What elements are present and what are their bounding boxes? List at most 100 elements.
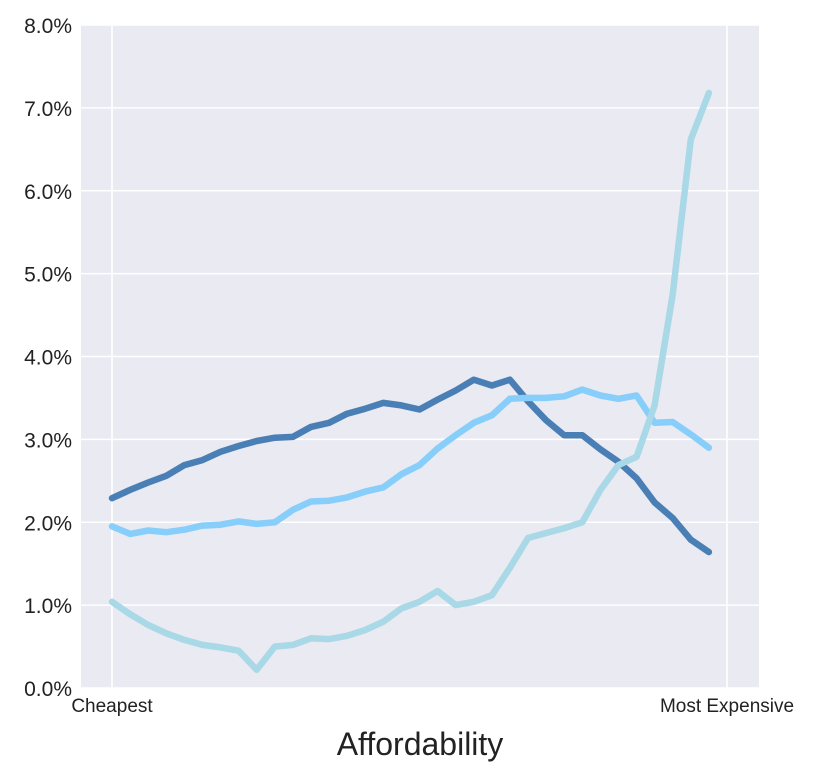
data-point [274, 522, 275, 523]
data-point [274, 646, 275, 647]
data-point [401, 405, 402, 406]
data-point [437, 399, 438, 400]
data-point [130, 533, 131, 534]
x-axis-ticks: Cheapest Most Expensive [71, 696, 794, 717]
data-point [654, 405, 655, 406]
data-point [401, 474, 402, 475]
data-point [564, 528, 565, 529]
data-point [347, 497, 348, 498]
data-point [690, 434, 691, 435]
x-tick-label: Most Expensive [660, 696, 794, 717]
data-point [600, 395, 601, 396]
data-point [491, 415, 492, 416]
data-point [383, 621, 384, 622]
data-point [672, 518, 673, 519]
data-point [437, 591, 438, 592]
y-tick-label: 6.0% [24, 181, 72, 204]
data-point [708, 447, 709, 448]
data-point [564, 396, 565, 397]
data-point [582, 522, 583, 523]
series-layer [108, 89, 713, 674]
data-point [600, 449, 601, 450]
data-point [347, 635, 348, 636]
data-point [654, 422, 655, 423]
data-point [329, 500, 330, 501]
data-point [528, 397, 529, 398]
data-point [455, 605, 456, 606]
data-point [618, 465, 619, 466]
data-point [491, 595, 492, 596]
data-point [148, 530, 149, 531]
data-point [365, 629, 366, 630]
data-point [202, 644, 203, 645]
data-point [672, 421, 673, 422]
data-point [437, 448, 438, 449]
data-point [546, 533, 547, 534]
series-line-2 [108, 386, 713, 538]
data-point [546, 397, 547, 398]
data-point [310, 638, 311, 639]
data-point [329, 639, 330, 640]
data-point [708, 92, 709, 93]
y-tick-label: 5.0% [24, 264, 72, 287]
y-tick-label: 2.0% [24, 512, 72, 535]
data-point [509, 567, 510, 568]
data-point [636, 478, 637, 479]
data-point [419, 465, 420, 466]
y-tick-label: 7.0% [24, 98, 72, 121]
data-point [220, 524, 221, 525]
data-point [130, 614, 131, 615]
data-point [690, 539, 691, 540]
y-tick-label: 4.0% [24, 347, 72, 370]
series-line-1 [108, 376, 713, 556]
data-point [473, 379, 474, 380]
data-point [383, 402, 384, 403]
data-point [238, 521, 239, 522]
data-point [636, 395, 637, 396]
data-point [419, 409, 420, 410]
data-point [509, 379, 510, 380]
data-point [166, 532, 167, 533]
data-point [419, 601, 420, 602]
data-point [473, 422, 474, 423]
data-point [184, 465, 185, 466]
data-point [292, 509, 293, 510]
data-point [618, 398, 619, 399]
data-point [528, 537, 529, 538]
data-point [672, 294, 673, 295]
data-point [112, 601, 113, 602]
data-point [166, 475, 167, 476]
data-point [600, 489, 601, 490]
data-point [148, 625, 149, 626]
data-point [310, 501, 311, 502]
data-point [202, 460, 203, 461]
data-point [148, 482, 149, 483]
data-point [329, 422, 330, 423]
data-point [256, 523, 257, 524]
y-tick-label: 3.0% [24, 429, 72, 452]
data-point [130, 489, 131, 490]
y-axis-ticks: 0.0% 1.0% 2.0% 3.0% 4.0% 5.0% 6.0% 7.0% 8.0% [24, 15, 72, 701]
data-point [256, 441, 257, 442]
data-point [184, 529, 185, 530]
data-point [473, 601, 474, 602]
x-tick-label: Cheapest [71, 696, 153, 717]
data-point [220, 451, 221, 452]
data-point [455, 435, 456, 436]
data-point [292, 436, 293, 437]
data-point [383, 487, 384, 488]
data-point [582, 389, 583, 390]
data-point [690, 139, 691, 140]
data-point [564, 435, 565, 436]
data-point [708, 552, 709, 553]
series-line-3 [108, 89, 713, 674]
data-point [238, 446, 239, 447]
data-point [509, 398, 510, 399]
data-point [112, 526, 113, 527]
grid-lines [81, 24, 759, 689]
data-point [310, 426, 311, 427]
data-point [455, 390, 456, 391]
data-point [202, 525, 203, 526]
data-point [582, 435, 583, 436]
